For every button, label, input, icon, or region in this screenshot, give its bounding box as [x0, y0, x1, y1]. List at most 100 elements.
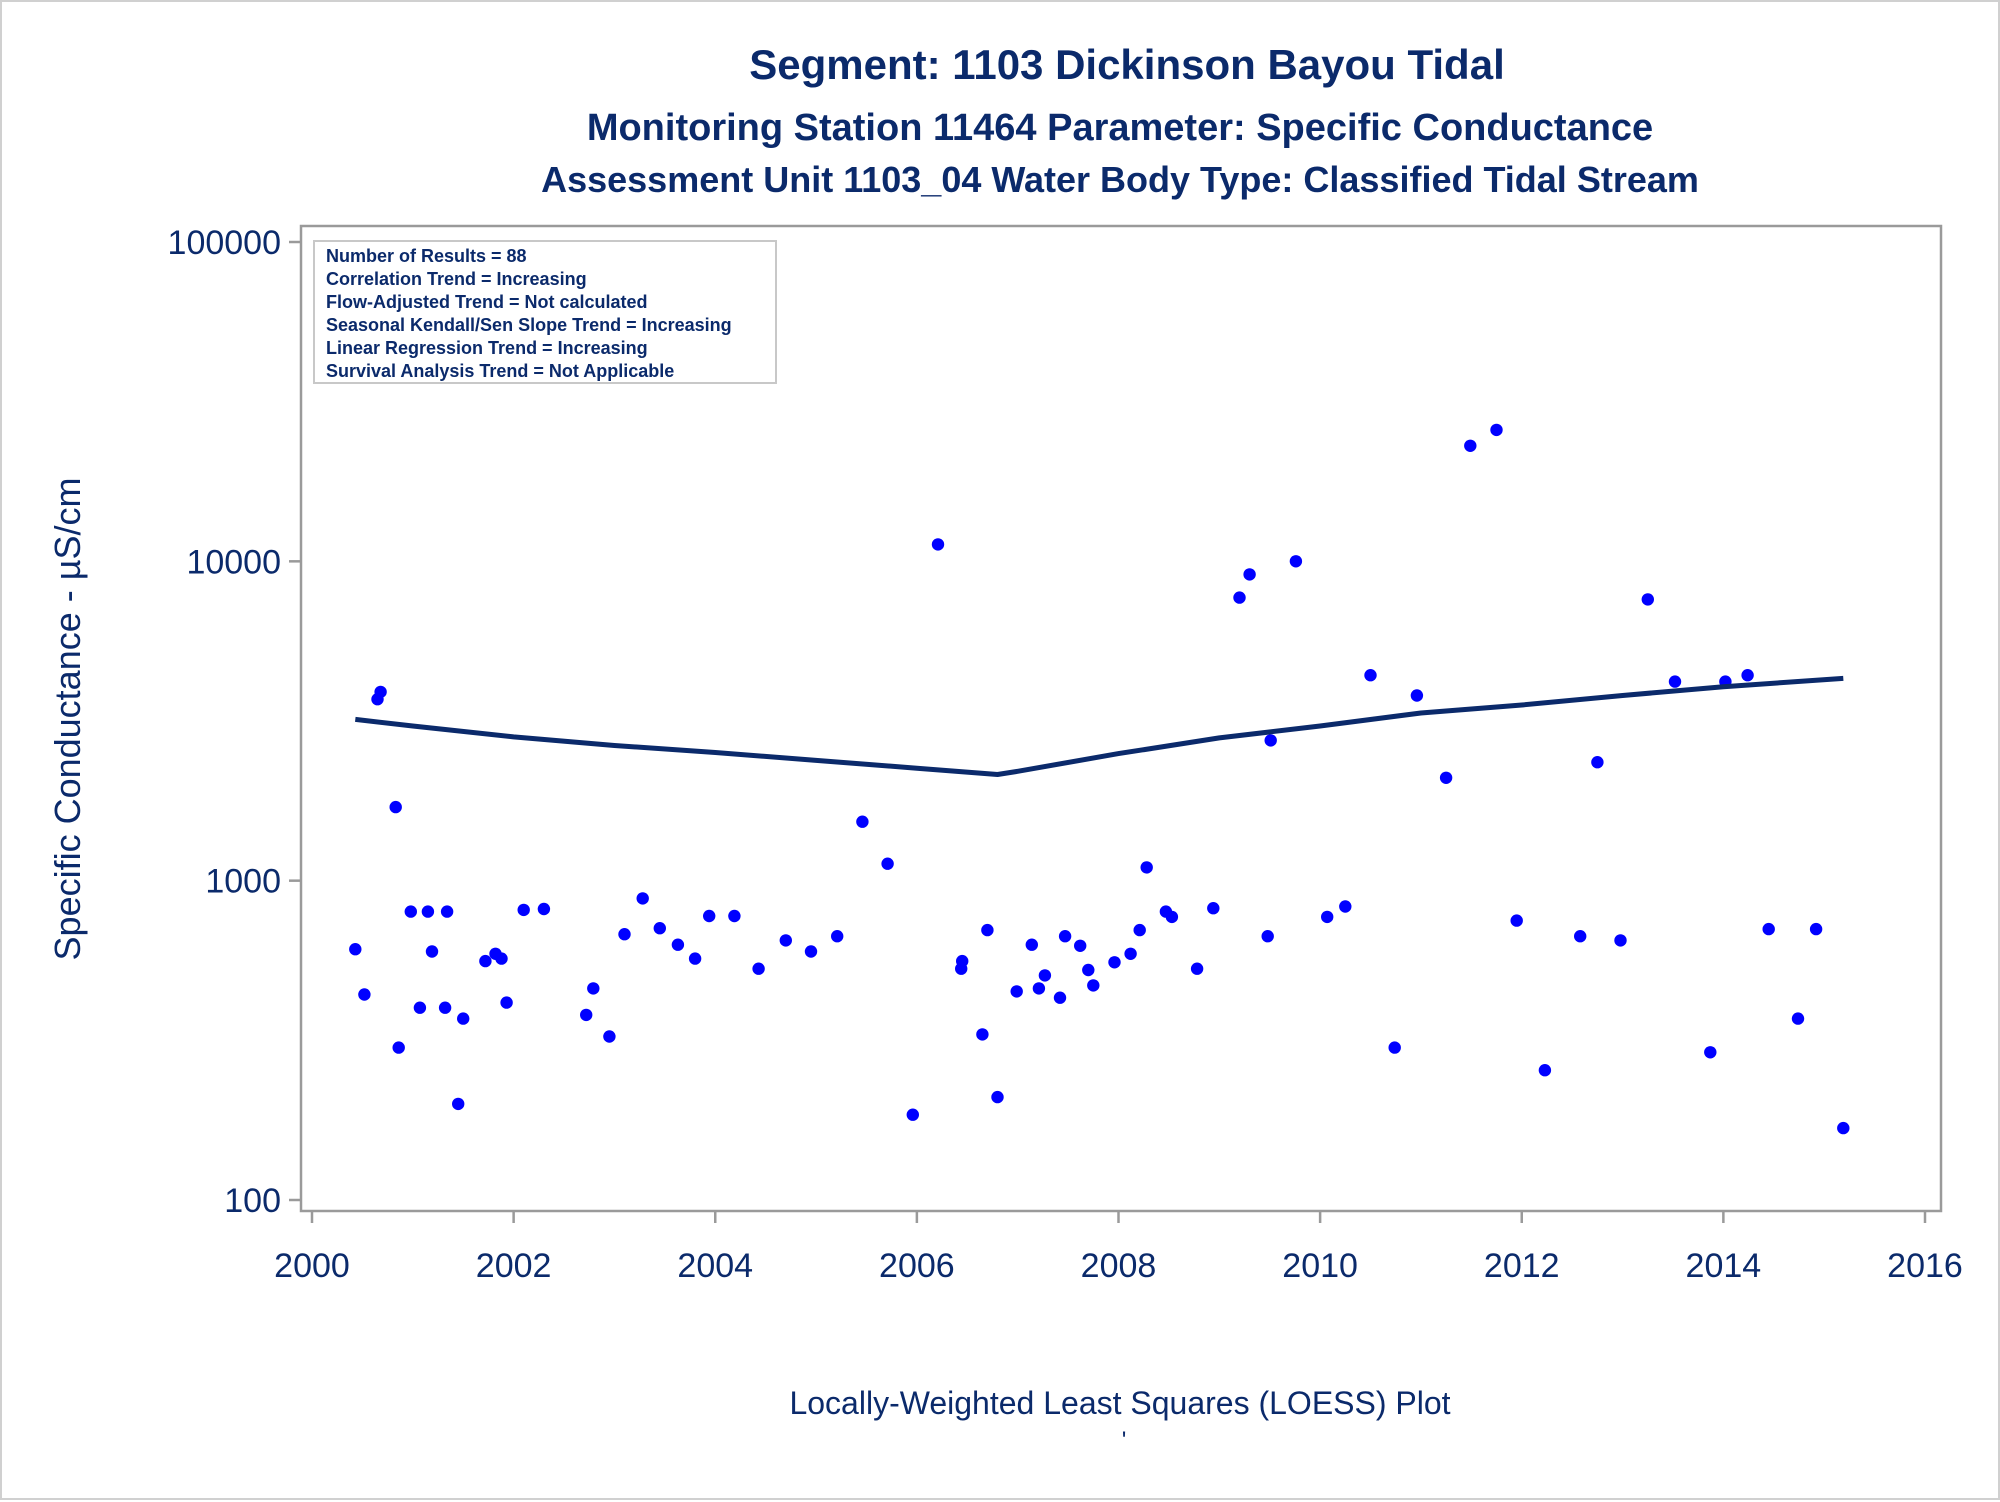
data-point — [452, 1097, 465, 1111]
footnote: Locally-Weighted Least Squares (LOESS) P… — [789, 1385, 1450, 1421]
data-point — [881, 857, 894, 870]
data-point — [976, 1028, 989, 1041]
data-point — [392, 1041, 405, 1054]
data-point — [688, 952, 702, 965]
data-point — [1410, 689, 1424, 702]
data-point — [752, 962, 765, 975]
data-point — [831, 930, 844, 943]
data-point — [1261, 930, 1274, 943]
data-point — [1140, 861, 1153, 874]
data-point — [1053, 991, 1067, 1004]
data-point — [440, 905, 454, 918]
stats-box: Number of Results = 88 Correlation Trend… — [313, 240, 777, 384]
data-point — [1641, 593, 1655, 606]
data-point — [1668, 675, 1682, 688]
data-point — [457, 1012, 470, 1025]
data-point — [653, 922, 666, 935]
data-point — [1464, 439, 1477, 452]
data-point — [1074, 939, 1087, 952]
plot-series — [349, 285, 1850, 1135]
x-tick-label: 2004 — [677, 1247, 753, 1285]
data-point — [1741, 669, 1754, 682]
data-point — [1190, 962, 1204, 975]
data-point — [1837, 1121, 1850, 1135]
data-point — [1364, 669, 1377, 682]
data-point — [517, 903, 530, 917]
y-axis: 100 1000 10000 100000 — [168, 224, 301, 1220]
footnote-mark: ' — [1122, 1427, 1127, 1454]
data-point — [374, 685, 387, 699]
data-point — [1762, 922, 1775, 936]
plot-area — [299, 224, 1943, 1213]
data-point — [1032, 982, 1046, 995]
data-point — [1591, 756, 1604, 769]
loess-curve — [355, 675, 1844, 777]
chart-title: Segment: 1103 Dickinson Bayou Tidal — [749, 41, 1504, 88]
data-point — [479, 954, 492, 968]
data-point — [1233, 591, 1246, 604]
data-point — [1574, 930, 1587, 943]
data-point — [981, 923, 994, 937]
y-tick-label: 1000 — [205, 863, 281, 901]
data-point — [991, 1090, 1004, 1104]
data-point — [1791, 1012, 1805, 1025]
y-axis-label: Specific Conductance - µS/cm — [47, 478, 88, 961]
stats-line-linear-regression: Linear Regression Trend = Increasing — [326, 338, 648, 358]
data-point — [1133, 923, 1146, 937]
data-point — [1165, 910, 1179, 924]
data-point — [618, 928, 631, 941]
data-point — [1010, 985, 1023, 998]
data-point — [856, 815, 869, 828]
y-tick-label: 100 — [224, 1182, 281, 1220]
x-tick-label: 2008 — [1081, 1247, 1157, 1285]
data-point — [603, 1030, 616, 1043]
data-point — [1809, 922, 1823, 936]
data-point — [1038, 969, 1052, 982]
data-point — [421, 905, 435, 918]
data-point — [779, 934, 792, 947]
data-point — [495, 952, 508, 965]
data-point — [703, 909, 716, 923]
x-tick-label: 2016 — [1887, 1247, 1963, 1285]
data-point — [580, 1008, 593, 1022]
data-point — [1439, 771, 1453, 784]
data-point — [1538, 1064, 1552, 1077]
data-point — [1321, 910, 1334, 924]
y-tick-label: 100000 — [168, 224, 281, 262]
data-point — [956, 954, 969, 968]
stats-line-flow-adjusted: Flow-Adjusted Trend = Not calculated — [326, 292, 648, 312]
data-point — [404, 905, 417, 918]
data-point — [1490, 423, 1503, 437]
data-point — [1264, 734, 1277, 747]
data-point — [931, 538, 945, 551]
data-point — [425, 945, 439, 958]
chart-subtitle-assessment: Assessment Unit 1103_04 Water Body Type:… — [541, 159, 1699, 200]
data-point — [587, 982, 600, 995]
x-tick-label: 2000 — [274, 1247, 350, 1285]
x-tick-label: 2012 — [1484, 1247, 1560, 1285]
stats-line-survival: Survival Analysis Trend = Not Applicable — [326, 361, 674, 381]
data-point — [389, 800, 402, 814]
data-point — [413, 1001, 427, 1014]
data-point — [500, 996, 513, 1009]
data-point — [1124, 947, 1137, 960]
data-point — [438, 1001, 452, 1014]
x-tick-label: 2014 — [1686, 1247, 1762, 1285]
stats-line-seasonal-kendall: Seasonal Kendall/Sen Slope Trend = Incre… — [326, 315, 732, 335]
data-point — [1207, 902, 1220, 915]
data-point — [906, 1108, 919, 1121]
data-point — [728, 909, 741, 923]
x-tick-label: 2010 — [1282, 1247, 1358, 1285]
x-axis: 2000 2002 2004 2006 2008 2010 2012 2014 2016 — [274, 1211, 1963, 1285]
data-point — [636, 892, 649, 905]
data-point — [804, 945, 818, 958]
data-point — [1704, 1046, 1717, 1059]
stats-line-correlation: Correlation Trend = Increasing — [326, 269, 587, 289]
data-point — [1108, 956, 1121, 969]
data-point — [1087, 979, 1100, 992]
stats-line-results: Number of Results = 88 — [326, 246, 527, 266]
data-point — [1510, 914, 1523, 927]
data-point — [1614, 934, 1627, 947]
